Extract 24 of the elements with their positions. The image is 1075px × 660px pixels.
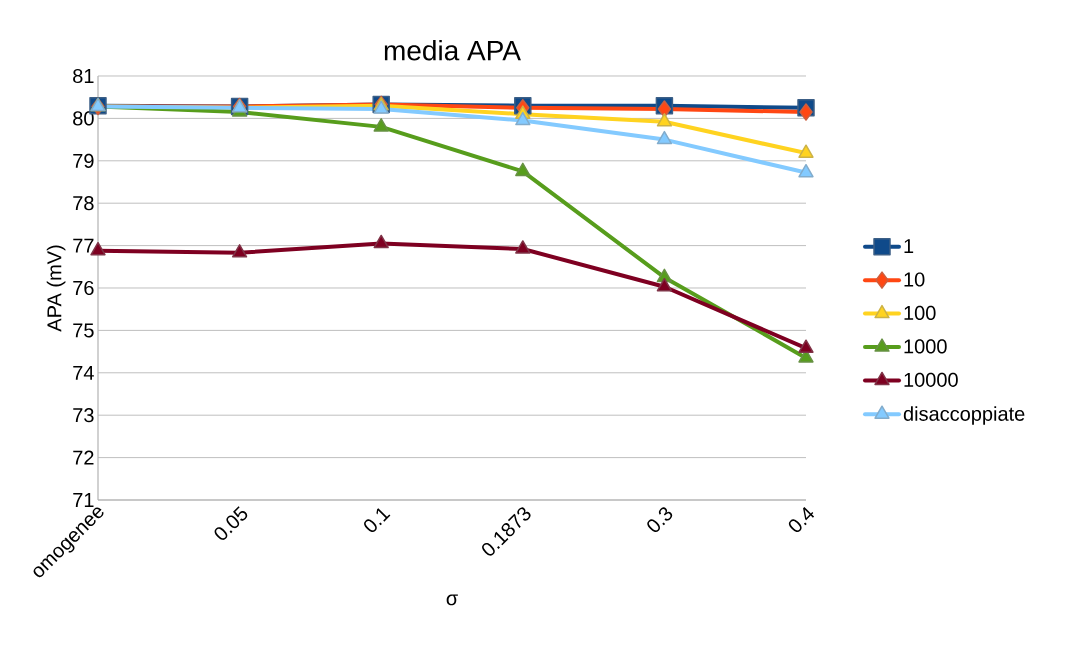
legend-label: 10 <box>904 272 925 287</box>
y-tick-label: 76 <box>73 280 94 296</box>
y-tick-label: 78 <box>73 196 94 211</box>
y-tick-label: 80 <box>73 111 94 126</box>
x-tick-label: 0.05 <box>214 506 248 540</box>
y-tick-label: 71 <box>73 493 94 507</box>
y-axis-title: APA (mV) <box>46 245 66 332</box>
y-tick-label: 73 <box>73 408 94 423</box>
y-tick-label: 72 <box>73 450 94 465</box>
chart-title: media APA <box>384 39 521 61</box>
y-tick-label: 77 <box>73 238 94 253</box>
legend-label: 10000 <box>904 372 958 387</box>
legend-label: 100 <box>904 305 936 321</box>
x-tick-label: 0.4 <box>788 506 815 533</box>
y-tick-label: 81 <box>73 68 94 84</box>
legend-label: disaccoppiate <box>903 406 1025 425</box>
legend-label: 1000 <box>904 339 947 354</box>
y-tick-label: 75 <box>73 323 94 338</box>
x-tick-label: 0.1 <box>364 508 391 533</box>
x-axis-title: σ <box>446 594 458 606</box>
y-tick-label: 79 <box>73 153 94 168</box>
legend-label: 1 <box>904 239 914 253</box>
x-tick-label: 0.3 <box>647 507 673 533</box>
y-tick-label: 74 <box>73 365 94 380</box>
